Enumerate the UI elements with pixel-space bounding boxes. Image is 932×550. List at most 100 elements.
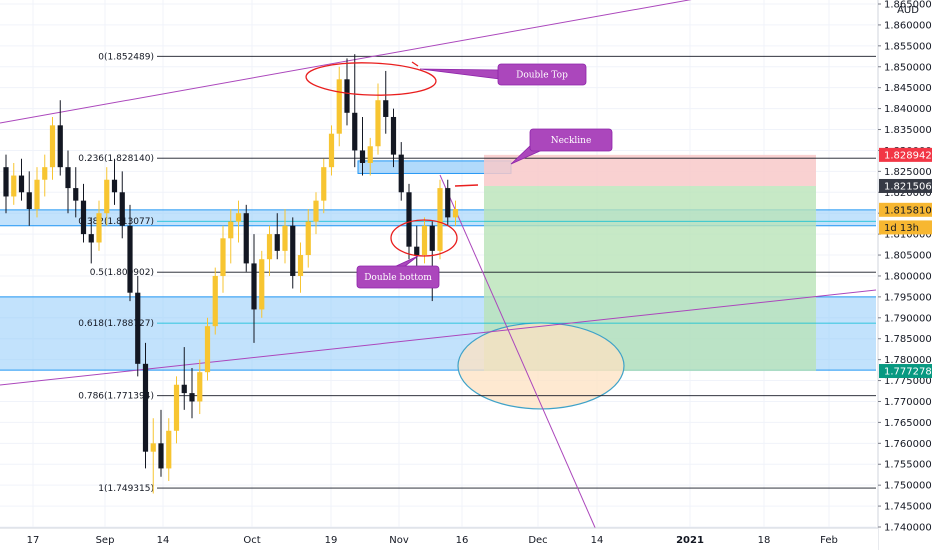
fib-level-label: 0.786(1.771394) — [78, 392, 154, 402]
stop-loss-zone[interactable] — [484, 154, 816, 186]
candle-body — [166, 430, 172, 469]
candle-body — [452, 209, 459, 218]
callout-label: Double Top — [516, 71, 568, 81]
time-tick-label: Oct — [243, 535, 260, 546]
time-tick-label: 2021 — [676, 535, 704, 546]
price-tick-label: 1.845000 — [884, 83, 932, 94]
double-bottom-marker[interactable] — [390, 219, 458, 257]
candle-body — [104, 179, 110, 214]
callout-box — [356, 265, 440, 289]
price-axis-background — [878, 0, 932, 550]
fib-level-label: 0.618(1.788727) — [78, 319, 154, 329]
price-tag-label: 1.828942 — [884, 150, 932, 161]
candle-body — [189, 393, 195, 402]
price-tag-label: 1.777278 — [884, 367, 932, 378]
price-tick-label: 1.795000 — [884, 292, 932, 303]
annotations[interactable]: Double Top Neckline Double bottom — [305, 61, 613, 289]
price-tick-label: 1.780000 — [884, 355, 932, 366]
time-tick-label: Sep — [96, 535, 115, 546]
candle-body — [266, 234, 273, 260]
candle-body — [197, 372, 203, 402]
price-tag-label: 1.821506 — [884, 181, 932, 192]
candle-body — [359, 150, 366, 163]
candle-body — [390, 116, 397, 155]
candle-body — [398, 154, 404, 193]
price-tick-label: 1.850000 — [884, 62, 932, 73]
candle-body — [181, 384, 187, 394]
price-tick-label: 1.750000 — [884, 481, 932, 492]
candle-body — [437, 188, 443, 251]
candle-body — [65, 167, 71, 189]
callout-double-top[interactable]: Double Top — [419, 63, 587, 86]
candle-body — [3, 167, 9, 197]
price-tick-label: 1.825000 — [884, 167, 932, 178]
price-tick-label: 1.770000 — [884, 397, 932, 408]
candle-body — [119, 192, 125, 226]
long-position-tool[interactable] — [457, 154, 816, 410]
candle-body — [150, 443, 156, 452]
price-tick-label: 1.790000 — [884, 313, 932, 324]
candle-body — [282, 225, 288, 251]
price-tag-label: 1d 13h — [884, 223, 919, 234]
price-tag — [879, 202, 932, 217]
candle-body — [49, 125, 56, 168]
candle-body — [297, 255, 304, 276]
time-tick-label: 18 — [758, 535, 771, 546]
fib-level-label: 0.236(1.828140) — [78, 154, 154, 164]
candle-body — [228, 221, 234, 239]
candle-body — [445, 188, 451, 218]
candle-body — [34, 179, 40, 210]
price-tick-label: 1.745000 — [884, 502, 932, 513]
time-tick-label: Nov — [389, 535, 409, 546]
candle-body — [73, 188, 79, 201]
candle-body — [274, 234, 280, 251]
callout-box — [497, 63, 587, 86]
candle-body — [173, 384, 180, 431]
candle-body — [88, 234, 94, 243]
candle-body — [421, 225, 428, 256]
time-tick-label: 19 — [325, 535, 338, 546]
price-tick-label: 1.840000 — [884, 104, 932, 115]
candle-body — [305, 221, 311, 256]
price-tick-label: 1.820000 — [884, 188, 932, 199]
price-axis: AUD 1.740000 1.745000 1.750000 1.755000 1.760… — [877, 0, 932, 550]
callout-label: Double bottom — [364, 273, 432, 283]
candle-body — [414, 246, 420, 256]
candle-body — [142, 363, 149, 452]
price-tick-label: 1.760000 — [884, 439, 932, 450]
price-tag-label: 1.815810 — [884, 205, 932, 216]
callout-double-bottom[interactable]: Double bottom — [356, 255, 440, 289]
time-tick-label: 17 — [27, 535, 40, 546]
candle-body — [336, 79, 342, 134]
price-tag — [879, 147, 932, 162]
fib-level-label: 0.5(1.800902) — [90, 268, 154, 278]
price-tick-label: 1.855000 — [884, 41, 932, 52]
candle-body — [406, 192, 412, 247]
price-tick-label: 1.785000 — [884, 334, 932, 345]
candle-body — [111, 179, 118, 193]
currency-label: AUD — [897, 5, 919, 16]
candle-body — [290, 225, 296, 276]
candle-body — [321, 167, 327, 201]
entry-marker[interactable] — [454, 184, 479, 187]
candle-body — [212, 275, 218, 327]
callout-box — [529, 128, 613, 152]
descending-projection-line[interactable] — [439, 174, 598, 533]
candlestick-series — [3, 54, 459, 494]
double-top-marker[interactable] — [305, 61, 437, 98]
price-tick-label: 1.775000 — [884, 376, 932, 387]
callout-label: Neckline — [551, 136, 592, 146]
time-tick-label: 14 — [591, 535, 604, 546]
resistance-trend-line[interactable] — [0, 0, 700, 124]
candle-body — [18, 175, 25, 193]
candle-body — [57, 125, 63, 168]
fib-level-label: 0(1.852489) — [98, 52, 154, 62]
candle-body — [235, 213, 242, 222]
price-tick-label: 1.835000 — [884, 125, 932, 136]
price-tick-label: 1.800000 — [884, 271, 932, 282]
callout-neckline[interactable]: Neckline — [510, 128, 613, 165]
price-tick-label: 1.755000 — [884, 460, 932, 471]
fib-level-label: 0.382(1.813077) — [78, 217, 154, 227]
time-tick-label: Feb — [820, 535, 838, 546]
